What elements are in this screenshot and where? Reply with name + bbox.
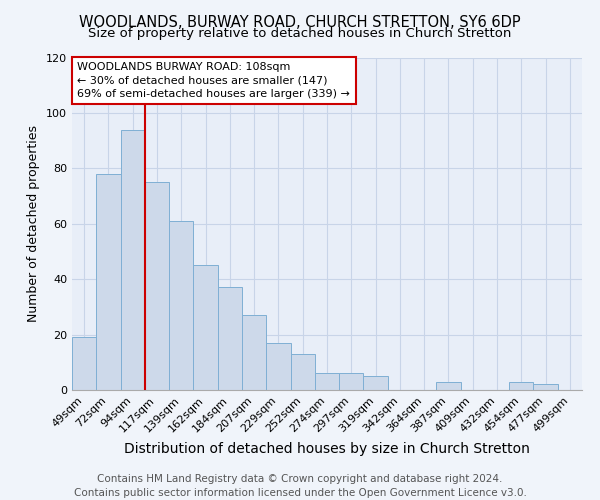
Text: WOODLANDS BURWAY ROAD: 108sqm
← 30% of detached houses are smaller (147)
69% of : WOODLANDS BURWAY ROAD: 108sqm ← 30% of d… — [77, 62, 350, 99]
Bar — [290, 354, 315, 390]
Bar — [72, 338, 96, 390]
Bar — [121, 130, 145, 390]
Bar — [193, 266, 218, 390]
Text: Contains HM Land Registry data © Crown copyright and database right 2024.
Contai: Contains HM Land Registry data © Crown c… — [74, 474, 526, 498]
Bar — [96, 174, 121, 390]
X-axis label: Distribution of detached houses by size in Church Stretton: Distribution of detached houses by size … — [124, 442, 530, 456]
Text: Size of property relative to detached houses in Church Stretton: Size of property relative to detached ho… — [88, 28, 512, 40]
Bar — [169, 221, 193, 390]
Bar — [218, 288, 242, 390]
Bar — [533, 384, 558, 390]
Bar — [315, 374, 339, 390]
Bar — [436, 382, 461, 390]
Bar — [364, 376, 388, 390]
Text: WOODLANDS, BURWAY ROAD, CHURCH STRETTON, SY6 6DP: WOODLANDS, BURWAY ROAD, CHURCH STRETTON,… — [79, 15, 521, 30]
Y-axis label: Number of detached properties: Number of detached properties — [28, 125, 40, 322]
Bar — [266, 343, 290, 390]
Bar — [339, 374, 364, 390]
Bar — [242, 315, 266, 390]
Bar — [145, 182, 169, 390]
Bar — [509, 382, 533, 390]
